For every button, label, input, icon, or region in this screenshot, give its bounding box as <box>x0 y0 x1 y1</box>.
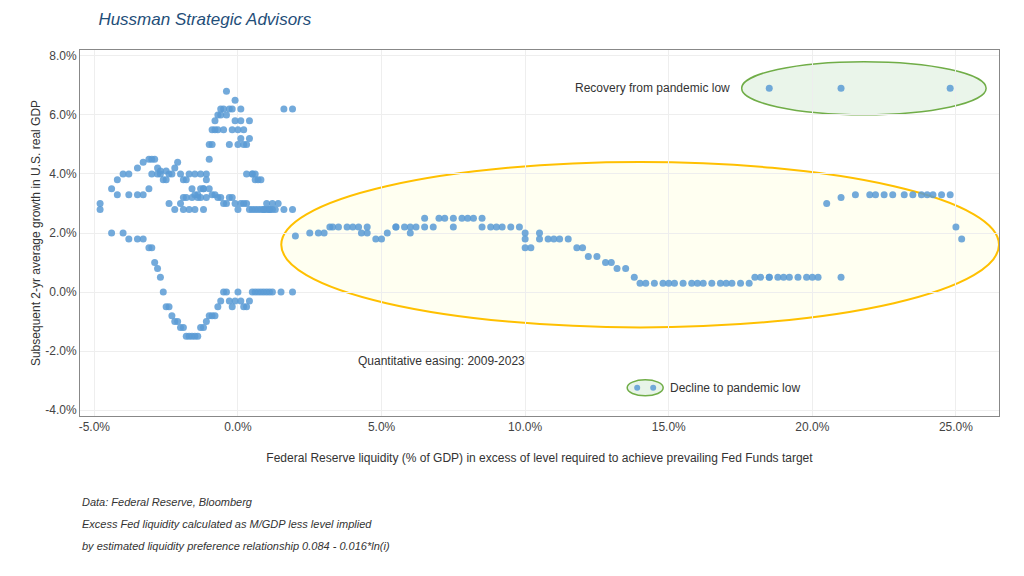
svg-text:0.0%: 0.0% <box>49 285 77 299</box>
svg-text:Subsequent 2-yr average growth: Subsequent 2-yr average growth in U.S. r… <box>29 100 43 366</box>
svg-text:6.0%: 6.0% <box>49 108 77 122</box>
svg-text:2.0%: 2.0% <box>49 226 77 240</box>
svg-text:-2.0%: -2.0% <box>45 344 77 358</box>
svg-text:-5.0%: -5.0% <box>79 420 111 434</box>
svg-text:Data: Federal Reserve, Bloombe: Data: Federal Reserve, Bloomberg <box>82 496 253 508</box>
svg-text:Excess Fed liquidity calculate: Excess Fed liquidity calculated as M/GDP… <box>82 518 372 530</box>
svg-text:15.0%: 15.0% <box>652 420 686 434</box>
svg-text:Decline to pandemic low: Decline to pandemic low <box>670 381 800 395</box>
svg-text:5.0%: 5.0% <box>368 420 396 434</box>
svg-text:-4.0%: -4.0% <box>45 403 77 417</box>
svg-text:Federal Reserve liquidity (% o: Federal Reserve liquidity (% of GDP) in … <box>266 451 813 465</box>
svg-text:4.0%: 4.0% <box>49 167 77 181</box>
svg-text:8.0%: 8.0% <box>49 49 77 63</box>
svg-text:25.0%: 25.0% <box>939 420 973 434</box>
svg-text:20.0%: 20.0% <box>795 420 829 434</box>
svg-text:Quantitative easing: 2009-2023: Quantitative easing: 2009-2023 <box>358 354 525 368</box>
svg-text:Recovery from pandemic low: Recovery from pandemic low <box>575 81 730 95</box>
svg-text:10.0%: 10.0% <box>508 420 542 434</box>
svg-text:by estimated liquidity prefere: by estimated liquidity preference relati… <box>82 540 390 552</box>
svg-text:0.0%: 0.0% <box>224 420 252 434</box>
svg-text:Hussman Strategic Advisors: Hussman Strategic Advisors <box>98 10 311 29</box>
